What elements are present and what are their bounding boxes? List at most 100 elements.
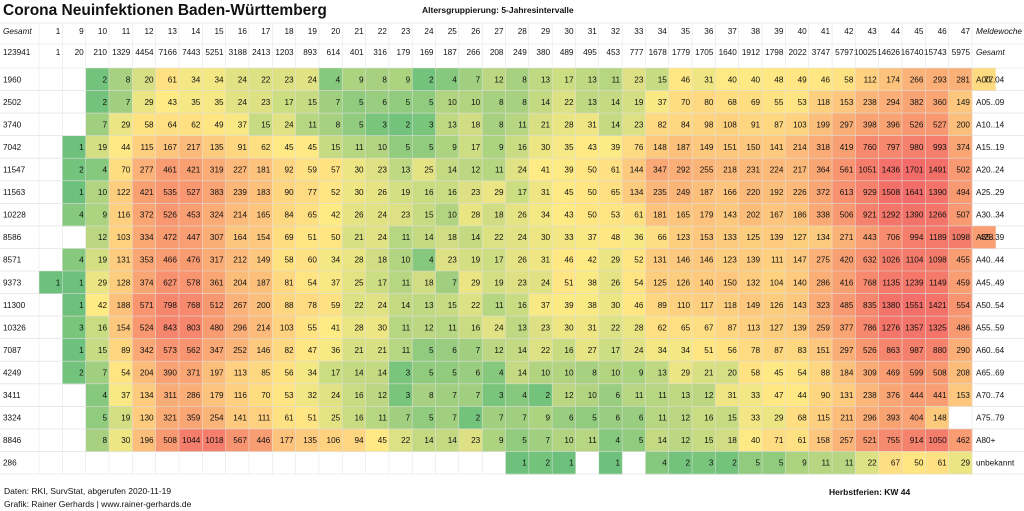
heat-cell (762, 248, 786, 272)
cell-value: 6 (382, 98, 387, 107)
cell-value: 122 (117, 188, 131, 197)
cell-value: 296 (233, 323, 247, 332)
cell-value: 34 (331, 256, 341, 265)
week-total: 614 (327, 48, 341, 57)
cell-value: 321 (163, 414, 177, 423)
heat-cell (598, 428, 623, 452)
heat-cell (692, 158, 716, 182)
heat-cell (925, 203, 950, 227)
week-label: 45 (914, 27, 924, 36)
cell-value: 768 (863, 278, 877, 287)
heat-cell (458, 68, 483, 91)
cell-value: 148 (933, 414, 947, 423)
heat-cell (948, 271, 973, 294)
heat-cell (62, 293, 87, 317)
heat-cell (552, 225, 576, 249)
heat-cell (85, 203, 110, 227)
heat-cell (738, 90, 763, 114)
heat-cell (762, 135, 786, 159)
heat-cell (762, 225, 786, 249)
heat-cell (575, 225, 600, 249)
heat-cell (342, 248, 366, 272)
heat-cell (692, 451, 716, 475)
cell-value: 294 (886, 98, 900, 107)
cell-value: 797 (886, 143, 900, 152)
week-label: 24 (424, 27, 434, 36)
heat-cell (598, 248, 623, 272)
heat-cell (715, 293, 740, 317)
heat-cell (412, 271, 436, 294)
cell-value: 16 (98, 323, 108, 332)
cell-value: 4 (499, 369, 504, 378)
heat-cell (202, 135, 226, 159)
heat-cell (295, 406, 320, 430)
heat-cell (622, 158, 646, 182)
cell-value: 3 (406, 391, 411, 400)
heat-cell (365, 180, 390, 204)
cell-value: 6 (569, 414, 574, 423)
heat-cell (435, 135, 460, 159)
holiday-note: Herbstferien: KW 44 (829, 487, 911, 497)
cell-value: 22 (354, 301, 364, 310)
week-total: 7443 (182, 48, 201, 57)
cell-value: 29 (121, 120, 131, 129)
cell-value: 24 (541, 278, 551, 287)
cell-value: 166 (723, 188, 737, 197)
cell-value: 151 (723, 143, 737, 152)
heat-cell (575, 406, 600, 430)
heat-cell (552, 383, 576, 407)
week-total: 1678 (649, 48, 668, 57)
cell-value: 15 (98, 346, 108, 355)
heat-cell (482, 316, 506, 340)
cell-value: 34 (214, 75, 224, 84)
heat-cell (62, 158, 87, 182)
heat-cell (878, 248, 903, 272)
cell-value: 90 (284, 188, 294, 197)
cell-value: 7 (102, 369, 107, 378)
author-credit: Grafik: Rainer Gerhards | www.rainer-ger… (4, 499, 192, 509)
heat-cell (108, 428, 133, 452)
cell-value: 11 (378, 414, 387, 423)
heat-cell (598, 271, 623, 294)
heat-cell (85, 361, 110, 385)
heat-cell (528, 248, 553, 272)
cell-value: 21 (354, 233, 364, 242)
cell-value: 50 (331, 233, 341, 242)
cell-value: 61 (611, 166, 621, 175)
cell-value: 238 (863, 98, 877, 107)
cell-value: 18 (728, 436, 738, 445)
cell-value: 8 (522, 98, 527, 107)
cell-value: 26 (378, 188, 388, 197)
heat-cell (528, 180, 553, 204)
cell-value: 1 (616, 459, 621, 468)
cell-value: 45 (774, 369, 784, 378)
cell-value: 204 (233, 278, 247, 287)
cell-value: 14 (658, 436, 668, 445)
cell-value: 16 (518, 143, 528, 152)
cell-value: 5 (429, 98, 434, 107)
cell-value: 150 (746, 143, 760, 152)
age-group-label: A50..54 (976, 301, 1005, 310)
cell-value: 19 (494, 278, 504, 287)
cell-value: 179 (210, 391, 224, 400)
heat-cell (692, 113, 716, 137)
cell-value: 476 (187, 256, 201, 265)
cell-value: 275 (816, 256, 830, 265)
cell-value: 26 (518, 256, 528, 265)
cell-value: 507 (956, 211, 970, 220)
cell-value: 12 (471, 166, 481, 175)
heat-cell (855, 180, 880, 204)
cell-value: 13 (681, 391, 691, 400)
heat-cell (342, 180, 366, 204)
heat-cell (878, 225, 903, 249)
cell-value: 23 (471, 188, 481, 197)
heat-cell (902, 135, 926, 159)
heat-cell (248, 383, 273, 407)
cell-value: 167 (770, 211, 784, 220)
heat-cell (272, 158, 296, 182)
cell-value: 5 (592, 414, 597, 423)
cell-value: 54 (308, 278, 318, 287)
cell-value: 480 (210, 323, 224, 332)
heat-cell (505, 271, 530, 294)
cell-value: 69 (284, 233, 294, 242)
